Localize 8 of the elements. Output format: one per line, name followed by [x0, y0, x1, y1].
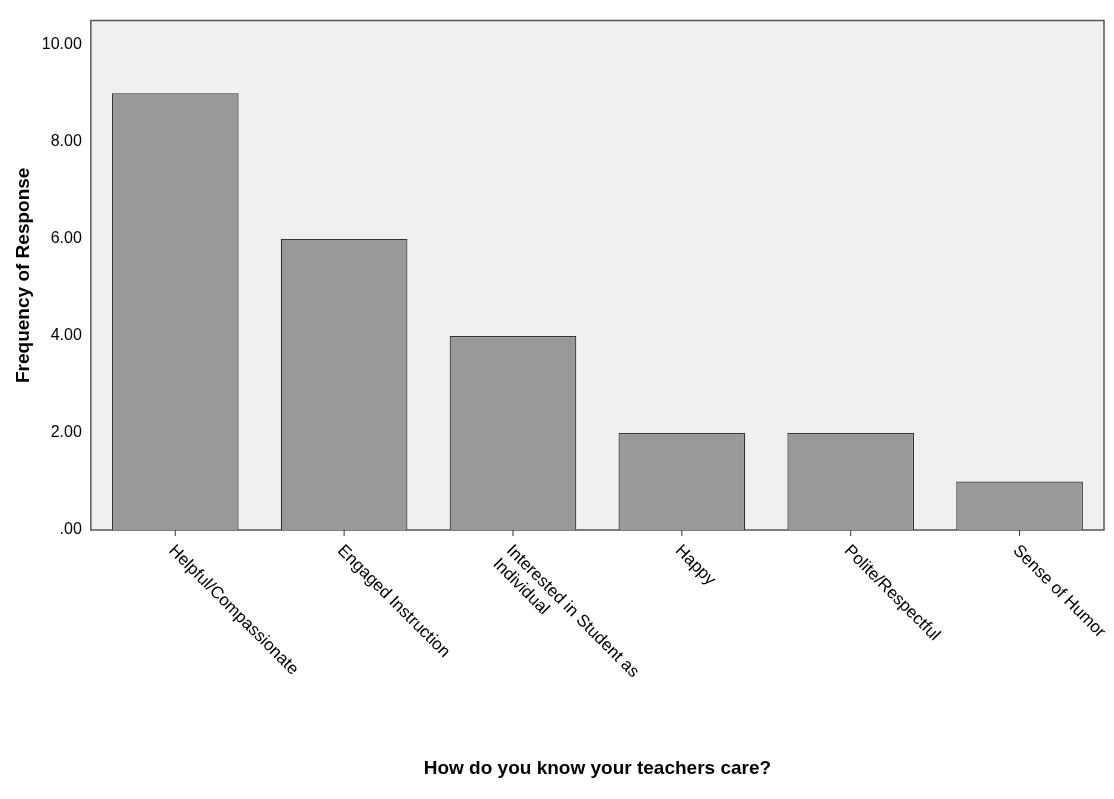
- y-tick-label: 4.00: [50, 326, 82, 344]
- x-axis-title: How do you know your teachers care?: [423, 756, 772, 778]
- y-tick-label: 8.00: [50, 132, 82, 150]
- y-axis-title: Frequency of Response: [11, 167, 33, 383]
- y-tick-label: 2.00: [50, 423, 82, 441]
- y-tick-label: 6.00: [50, 229, 82, 247]
- y-tick-label: 10.00: [41, 35, 82, 53]
- y-tick-label: .00: [59, 520, 82, 538]
